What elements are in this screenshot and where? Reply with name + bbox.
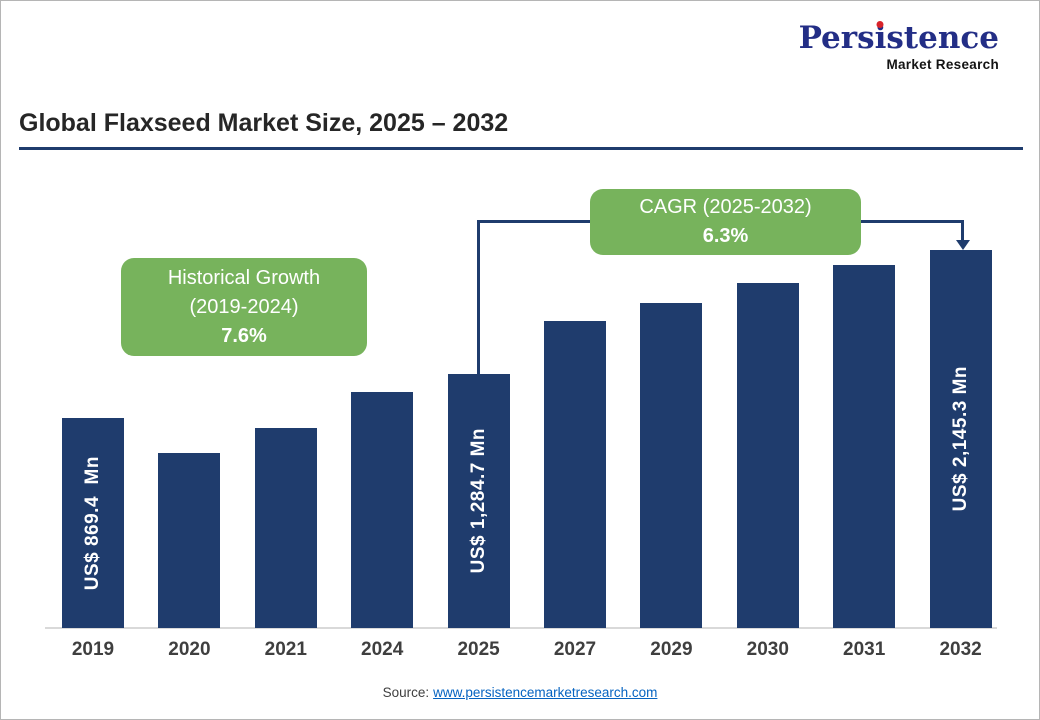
source-line: Source: www.persistencemarketresearch.com [1,685,1039,700]
historical-growth-line1: Historical Growth [167,266,321,289]
cagr-line1: CAGR (2025-2032) [639,196,812,218]
bar-2024 [351,392,414,628]
cagr-connector-left-horizontal [477,220,590,223]
pmr-logo: Persistence Market Research [799,23,999,73]
cagr-connector-right-horizontal [861,220,964,223]
x-axis-label-2019: 2019 [71,639,115,660]
x-axis-label-2020: 2020 [168,639,211,660]
x-axis-label-2024: 2024 [361,639,404,660]
bar-2020 [158,453,221,628]
x-axis-line [45,627,997,629]
x-axis-label-2025: 2025 [457,639,500,660]
bar-2021 [254,428,317,628]
cagr-connector-right-vertical [961,220,964,242]
x-axis-label-2032: 2032 [939,639,982,660]
bar-2030 [736,283,799,628]
logo-brand-i-red-dot: i [874,20,887,56]
source-label: Source: [382,685,430,700]
cagr-arrow-down-icon [956,240,970,250]
bar-value-label-2032: US$ 2,145.3 Mn [949,366,971,512]
historical-growth-callout: Historical Growth (2019-2024) 7.6% [121,258,367,356]
logo-brand-post: stence [886,20,999,56]
cagr-callout: CAGR (2025-2032) 6.3% [590,189,861,255]
historical-growth-line2: (2019-2024) [189,295,299,318]
source-link[interactable]: www.persistencemarketresearch.com [433,685,658,700]
x-axis-label-2031: 2031 [843,639,886,660]
bar-2019: US$ 869.4 Mn [62,418,124,628]
bar-value-label-2025: US$ 1,284.7 Mn [467,428,489,574]
page-title: Global Flaxseed Market Size, 2025 – 2032 [19,109,509,137]
title-underline [19,147,1023,150]
logo-subtitle: Market Research [886,57,999,72]
x-axis-label-2021: 2021 [264,639,307,660]
logo-brand-pre: Pers [798,20,875,56]
bar-value-label-2019: US$ 869.4 Mn [82,455,103,591]
logo-brand-text: Persistence [799,23,999,54]
bar-2029 [640,303,703,628]
x-axis-label-2030: 2030 [746,639,789,660]
bar-2031 [833,265,896,628]
bar-2032: US$ 2,145.3 Mn [929,250,992,628]
bar-2027 [544,321,606,628]
historical-growth-value: 7.6% [221,324,267,347]
cagr-connector-left-vertical [477,220,480,374]
cagr-value: 6.3% [702,225,749,247]
x-axis-label-2027: 2027 [553,639,597,660]
bar-2025: US$ 1,284.7 Mn [447,374,510,628]
x-axis-label-2029: 2029 [650,639,693,660]
